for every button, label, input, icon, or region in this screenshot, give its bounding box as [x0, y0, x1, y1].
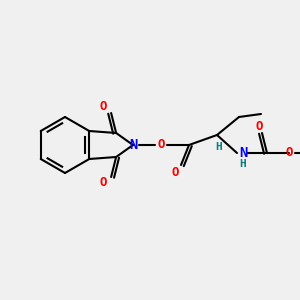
Text: N: N [129, 138, 137, 152]
Text: N: N [239, 146, 247, 160]
Text: O: O [255, 119, 263, 133]
Text: H: H [216, 142, 222, 152]
Text: H: H [240, 159, 246, 169]
Text: O: O [99, 100, 107, 113]
Text: O: O [171, 166, 179, 178]
Text: O: O [157, 139, 165, 152]
Text: O: O [285, 146, 293, 160]
Text: O: O [99, 176, 107, 190]
